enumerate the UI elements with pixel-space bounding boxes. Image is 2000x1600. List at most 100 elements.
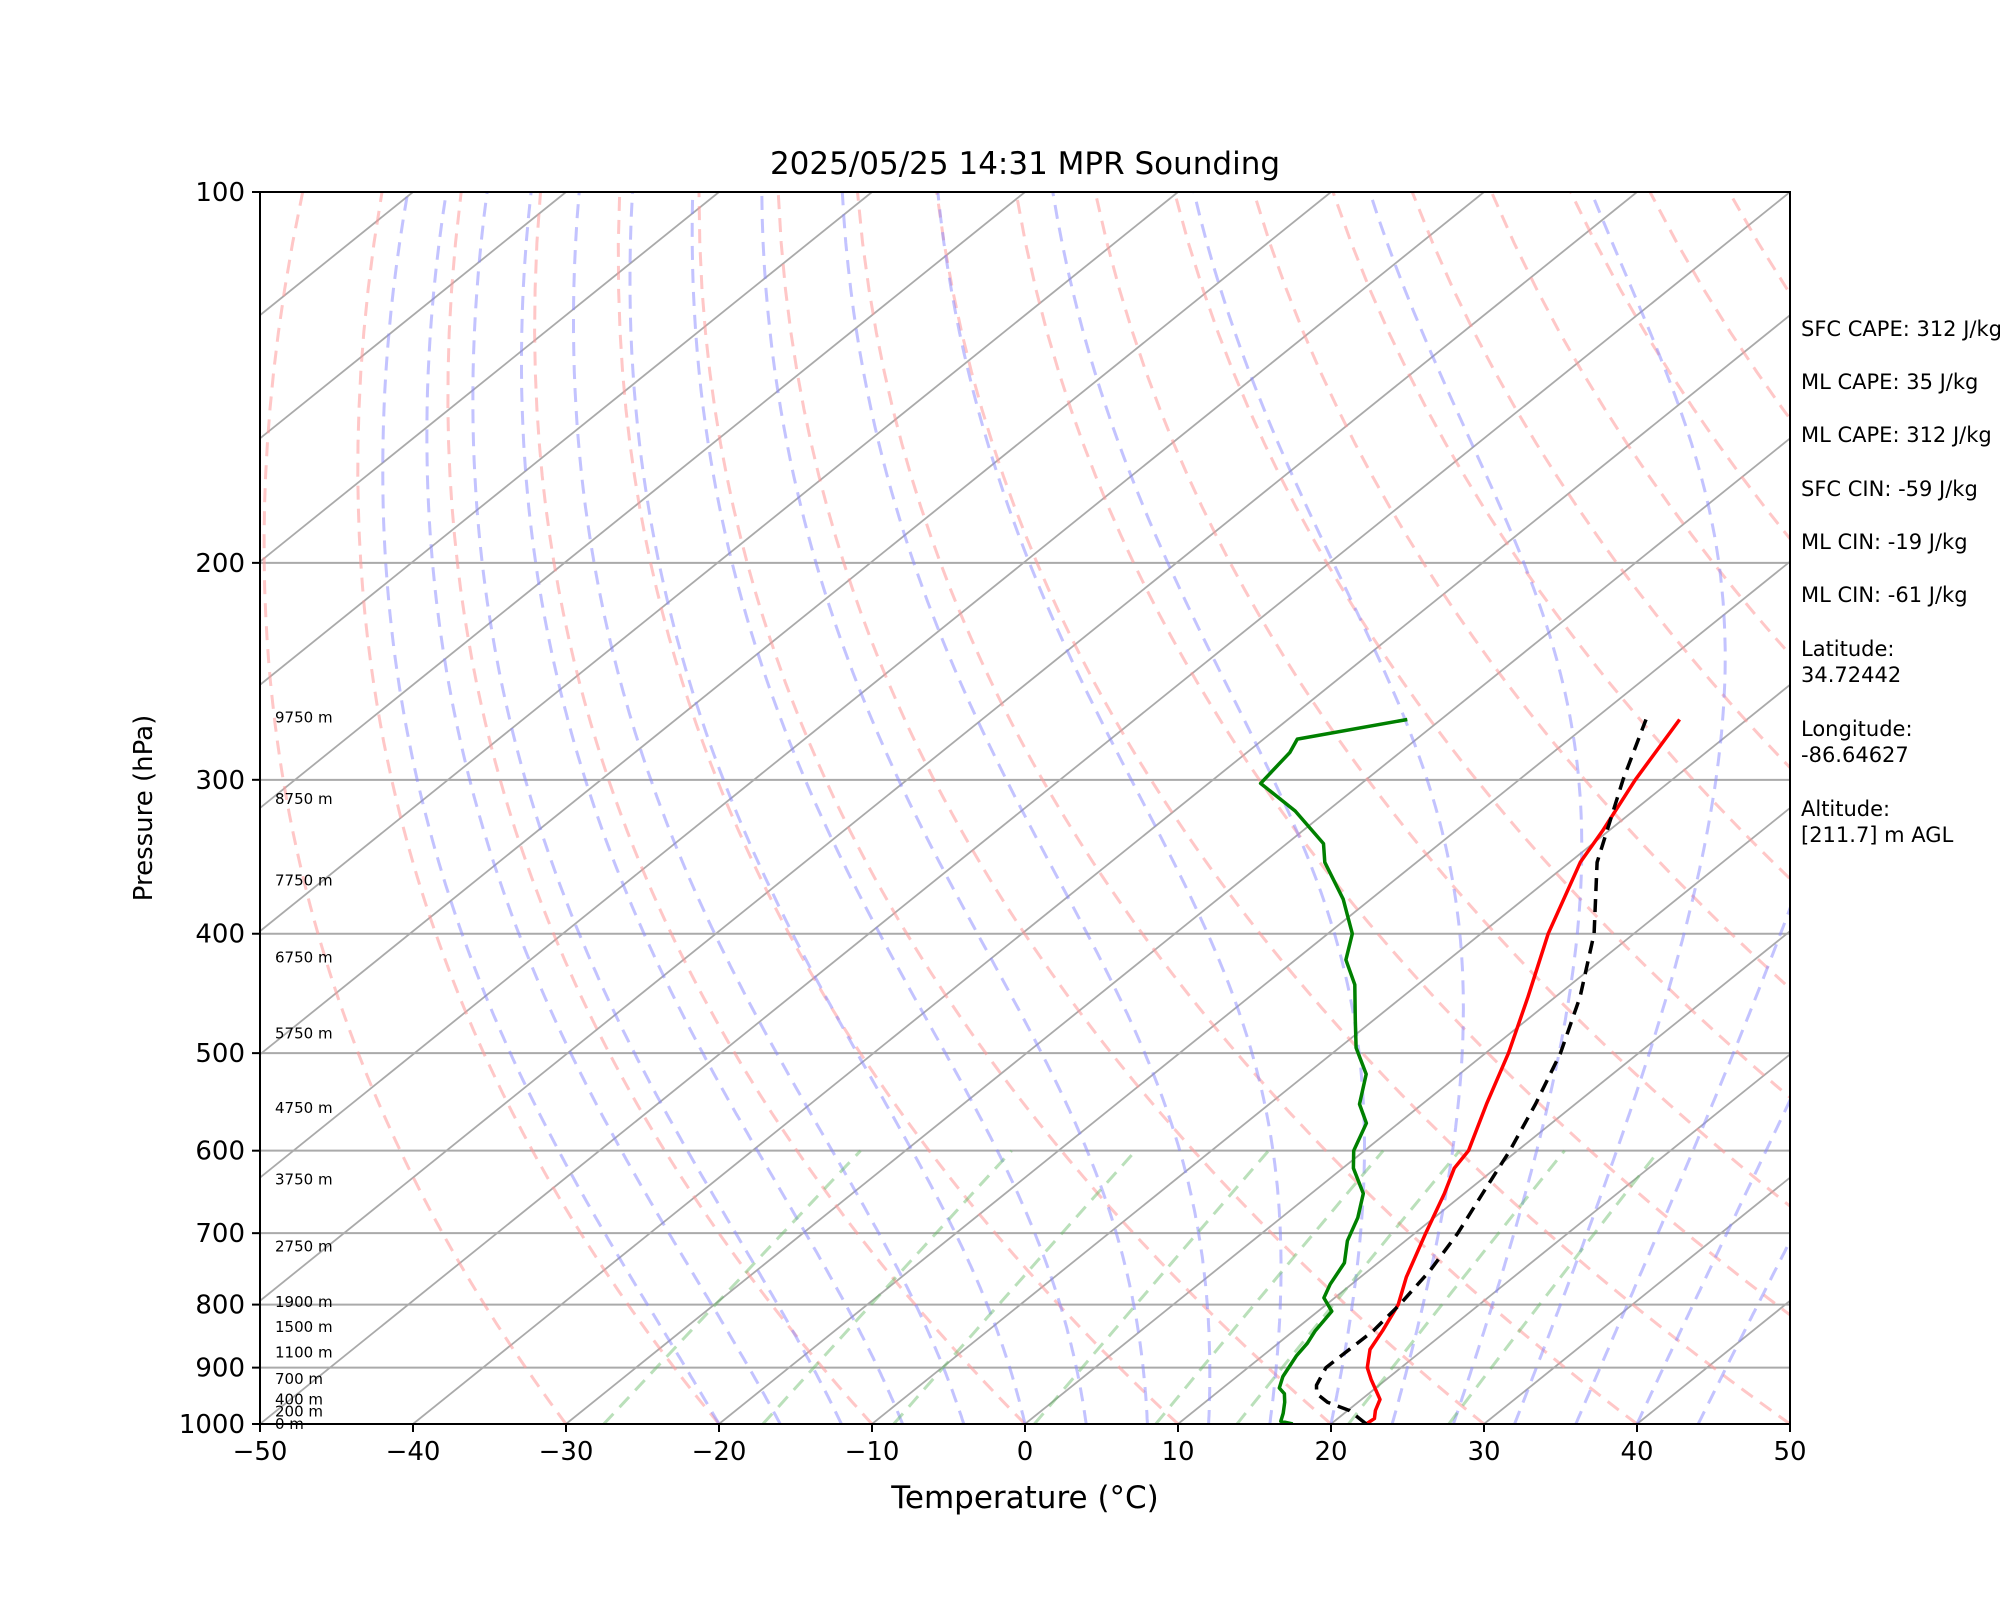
height-label: 4750 m	[275, 1099, 333, 1117]
stat-sfc-cin: SFC CIN: -59 J/kg	[1801, 477, 1978, 501]
y-tick-label: 1000	[179, 1410, 245, 1440]
height-label: 1900 m	[275, 1293, 333, 1311]
axis-ticks: −50 −40 −30 −20 −10 0 10 20 30 40 50 100 200 300 400 50…	[179, 178, 1807, 1467]
x-tick-label: −40	[386, 1437, 441, 1467]
height-label: 700 m	[275, 1370, 323, 1388]
x-tick-label: 20	[1314, 1437, 1347, 1467]
height-label: 8750 m	[275, 790, 333, 808]
moist-adiabat-line	[1192, 192, 1465, 1424]
chart-title: 2025/05/25 14:31 MPR Sounding	[770, 146, 1280, 182]
dry-adiabat-line	[1093, 192, 1790, 1209]
x-tick-label: 0	[1017, 1437, 1034, 1467]
height-label: 400 m	[275, 1390, 323, 1408]
moist-adiabat-line	[381, 192, 721, 1424]
height-label: 2750 m	[275, 1238, 333, 1256]
height-label: 6750 m	[275, 948, 333, 966]
y-axis-label: Pressure (hPa)	[129, 715, 159, 902]
dry-adiabat-line	[935, 192, 1790, 1424]
isotherm-line	[260, 192, 567, 440]
moist-adiabat-line	[936, 192, 1283, 1424]
isotherm-line	[260, 192, 1485, 1179]
moist-adiabat-line	[471, 192, 843, 1424]
dry-adiabat-line	[776, 192, 1485, 1424]
x-tick-label: 30	[1467, 1437, 1500, 1467]
x-tick-label: −50	[233, 1437, 288, 1467]
mixing-ratio-line	[602, 1149, 862, 1424]
stat-ml-cape-2: ML CAPE: 312 J/kg	[1801, 423, 1992, 447]
x-axis-label: Temperature (°C)	[890, 1480, 1159, 1516]
dry-adiabat-line	[1014, 192, 1790, 1317]
mixing-ratio-line	[1033, 1149, 1270, 1424]
height-label: 9750 m	[275, 709, 333, 727]
y-tick-label: 600	[195, 1137, 245, 1167]
dewpoint-profile-line	[1258, 717, 1408, 1424]
moist-adiabat-line	[572, 192, 966, 1424]
dry-adiabat-line	[697, 192, 1332, 1424]
height-label: 5750 m	[275, 1025, 333, 1043]
x-tick-label: 50	[1773, 1437, 1806, 1467]
height-label: 1500 m	[275, 1318, 333, 1336]
isotherm-line	[412, 314, 1790, 1424]
dry-adiabat-line	[1331, 192, 1790, 881]
isotherm-line	[260, 192, 873, 686]
isotherm-line	[260, 192, 1638, 1302]
mixing-ratio-line	[1447, 1149, 1660, 1424]
dry-adiabat-line	[1173, 192, 1790, 1100]
x-tick-label: 40	[1620, 1437, 1653, 1467]
height-label: 3750 m	[275, 1170, 333, 1188]
stat-altitude: Altitude: [211.7] m AGL	[1801, 797, 1954, 847]
temperature-profile-line	[1365, 718, 1682, 1424]
y-tick-label: 400	[195, 920, 245, 950]
isotherm-line	[565, 437, 1790, 1424]
dry-adiabat-line	[262, 192, 568, 1424]
moist-adiabat-line	[425, 192, 782, 1424]
x-tick-label: 10	[1161, 1437, 1194, 1467]
y-tick-label: 900	[195, 1354, 245, 1384]
stat-ml-cin-1: ML CIN: -19 J/kg	[1801, 530, 1968, 554]
isotherm-line	[1330, 1053, 1790, 1424]
moist-adiabat-line	[628, 192, 1027, 1424]
stat-latitude: Latitude: 34.72442	[1801, 637, 1902, 687]
parcel-profile-line	[1314, 718, 1648, 1424]
y-tick-label: 500	[195, 1039, 245, 1069]
mixing-ratio-line	[892, 1149, 1137, 1424]
moist-adiabat-line	[1368, 192, 1584, 1424]
stat-ml-cin-2: ML CIN: -61 J/kg	[1801, 583, 1968, 607]
x-tick-label: −30	[539, 1437, 594, 1467]
dry-adiabat-line	[616, 192, 1180, 1424]
dry-adiabat-line	[356, 192, 721, 1424]
moist-adiabat-line	[1696, 1238, 1790, 1424]
isotherm-line	[718, 560, 1790, 1424]
y-tick-label: 300	[195, 766, 245, 796]
dry-adiabat-line	[446, 192, 874, 1424]
isotherm-line	[260, 192, 1332, 1056]
y-tick-label: 200	[195, 549, 245, 579]
isotherm-line	[260, 192, 1179, 933]
dry-adiabat-line	[856, 192, 1638, 1424]
x-tick-label: −10	[845, 1437, 900, 1467]
moist-adiabat-line	[690, 192, 1088, 1424]
mixing-ratio-line	[761, 1149, 1013, 1424]
height-label: 7750 m	[275, 871, 333, 889]
moist-adiabat-line	[760, 192, 1149, 1424]
mixing-ratio-line	[1154, 1149, 1385, 1424]
mixing-ratio-line	[1347, 1149, 1566, 1424]
isotherm-line	[1483, 1176, 1790, 1424]
stat-longitude: Longitude: -86.64627	[1801, 717, 1913, 767]
isotherm-line	[1024, 806, 1790, 1424]
moist-adiabat-line	[1574, 904, 1790, 1424]
dry-adiabat-line	[1410, 192, 1790, 770]
moist-adiabat-line	[1513, 192, 1727, 1424]
series-layer	[1258, 717, 1682, 1424]
stat-ml-cape-1: ML CAPE: 35 J/kg	[1801, 370, 1979, 394]
y-tick-label: 100	[195, 178, 245, 208]
isotherm-line	[871, 683, 1790, 1424]
isotherm-line	[260, 192, 1790, 1424]
isotherm-line	[260, 192, 720, 563]
moist-adiabat-line	[1051, 192, 1366, 1424]
isotherm-line	[260, 192, 1026, 810]
x-tick-label: −20	[692, 1437, 747, 1467]
moist-adiabat-line	[520, 192, 904, 1424]
grid-layer	[260, 192, 1790, 1424]
